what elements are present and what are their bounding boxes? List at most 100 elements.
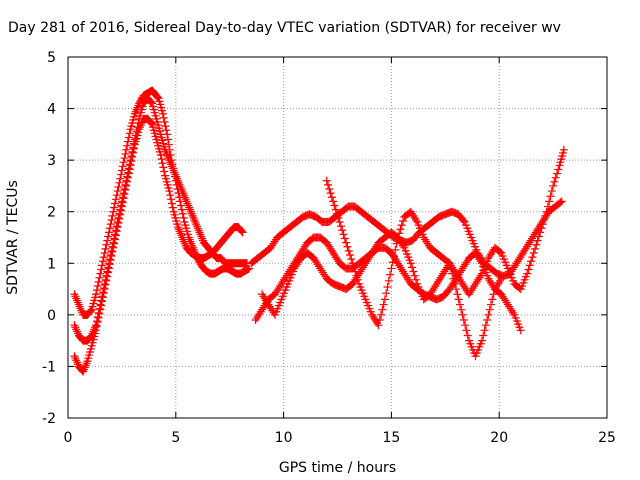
data-point-marker <box>325 242 334 251</box>
data-point-marker <box>516 326 525 335</box>
data-point-marker <box>252 313 261 322</box>
data-point-marker <box>454 273 463 282</box>
data-point-marker <box>187 209 196 218</box>
data-point-marker <box>432 279 441 288</box>
data-point-marker <box>97 265 106 274</box>
data-point-marker <box>452 285 461 294</box>
data-point-marker <box>484 310 493 319</box>
data-point-marker <box>441 265 450 274</box>
data-point-marker <box>327 193 336 202</box>
data-point-marker <box>408 263 417 272</box>
x-axis-label: GPS time / hours <box>279 460 396 476</box>
series-3 <box>70 114 247 376</box>
data-point-marker <box>342 238 351 247</box>
data-point-marker <box>515 255 524 264</box>
data-point-marker <box>386 270 395 279</box>
data-point-marker <box>79 367 88 376</box>
data-point-marker <box>459 281 468 290</box>
x-tick-label: 25 <box>598 430 616 446</box>
data-point-marker <box>506 304 515 313</box>
data-point-marker <box>347 255 356 264</box>
data-point-marker <box>353 275 362 284</box>
data-point-marker <box>396 225 405 234</box>
data-point-marker <box>467 286 476 295</box>
grid-lines <box>68 57 607 418</box>
data-point-marker <box>113 223 122 232</box>
data-point-marker <box>156 150 165 159</box>
data-point-marker <box>474 275 483 284</box>
data-point-marker <box>254 311 263 320</box>
data-point-marker <box>367 248 376 257</box>
data-point-marker <box>458 310 467 319</box>
data-point-marker <box>423 239 432 248</box>
data-point-marker <box>445 259 454 268</box>
data-point-marker <box>118 198 127 207</box>
data-point-marker <box>109 243 118 252</box>
data-point-marker <box>463 331 472 340</box>
data-point-marker <box>94 313 103 322</box>
data-point-marker <box>167 162 176 171</box>
data-point-marker <box>410 271 419 280</box>
data-point-marker <box>180 193 189 202</box>
data-point-marker <box>371 242 380 251</box>
data-point-marker <box>448 269 457 278</box>
data-point-marker <box>348 259 357 268</box>
data-point-marker <box>399 216 408 225</box>
data-point-marker <box>380 295 389 304</box>
data-point-marker <box>516 253 525 262</box>
data-point-marker <box>282 271 291 280</box>
data-point-marker <box>184 201 193 210</box>
data-point-marker <box>521 244 530 253</box>
data-point-marker <box>159 113 168 122</box>
data-point-marker <box>485 276 494 285</box>
data-point-marker <box>121 149 130 158</box>
data-point-marker <box>129 148 138 157</box>
data-point-marker <box>251 316 260 325</box>
data-point-marker <box>124 169 133 178</box>
data-point-marker <box>484 254 493 263</box>
data-point-marker <box>395 229 404 238</box>
data-point-marker <box>112 191 121 200</box>
data-point-marker <box>377 310 386 319</box>
data-point-marker <box>127 157 136 166</box>
data-point-marker <box>396 237 405 246</box>
data-point-marker <box>270 290 279 299</box>
data-point-marker <box>171 170 180 179</box>
data-point-marker <box>162 149 171 158</box>
data-point-marker <box>392 257 401 266</box>
data-point-marker <box>74 300 83 309</box>
data-point-marker <box>329 248 338 257</box>
data-point-marker <box>528 253 537 262</box>
data-point-marker <box>111 231 120 240</box>
data-point-marker <box>179 213 188 222</box>
axis-ticks: 0 5 10 15 20 25 -2 -1 0 1 2 3 4 5 <box>42 50 616 446</box>
data-point-marker <box>497 290 506 299</box>
data-point-marker <box>557 197 566 206</box>
data-point-marker <box>554 165 563 174</box>
data-point-marker <box>484 274 493 283</box>
data-point-marker <box>181 195 190 204</box>
data-point-marker <box>397 265 406 274</box>
data-point-marker <box>466 288 475 297</box>
data-point-marker <box>99 289 108 298</box>
data-point-marker <box>92 322 101 331</box>
data-point-marker <box>324 240 333 249</box>
data-point-marker <box>364 255 373 264</box>
data-point-marker <box>99 253 108 262</box>
data-point-marker <box>110 239 119 248</box>
data-point-marker <box>98 257 107 266</box>
data-point-marker <box>134 101 143 110</box>
data-point-marker <box>399 267 408 276</box>
data-point-marker <box>122 181 131 190</box>
y-tick-label: -2 <box>42 411 56 427</box>
data-point-marker <box>117 206 126 215</box>
data-point-marker <box>186 205 195 214</box>
data-point-marker <box>177 205 186 214</box>
data-point-marker <box>272 288 281 297</box>
data-point-marker <box>258 290 267 299</box>
data-point-marker <box>485 305 494 314</box>
data-point-marker <box>176 229 185 238</box>
data-point-marker <box>174 225 183 234</box>
data-point-marker <box>115 178 124 187</box>
